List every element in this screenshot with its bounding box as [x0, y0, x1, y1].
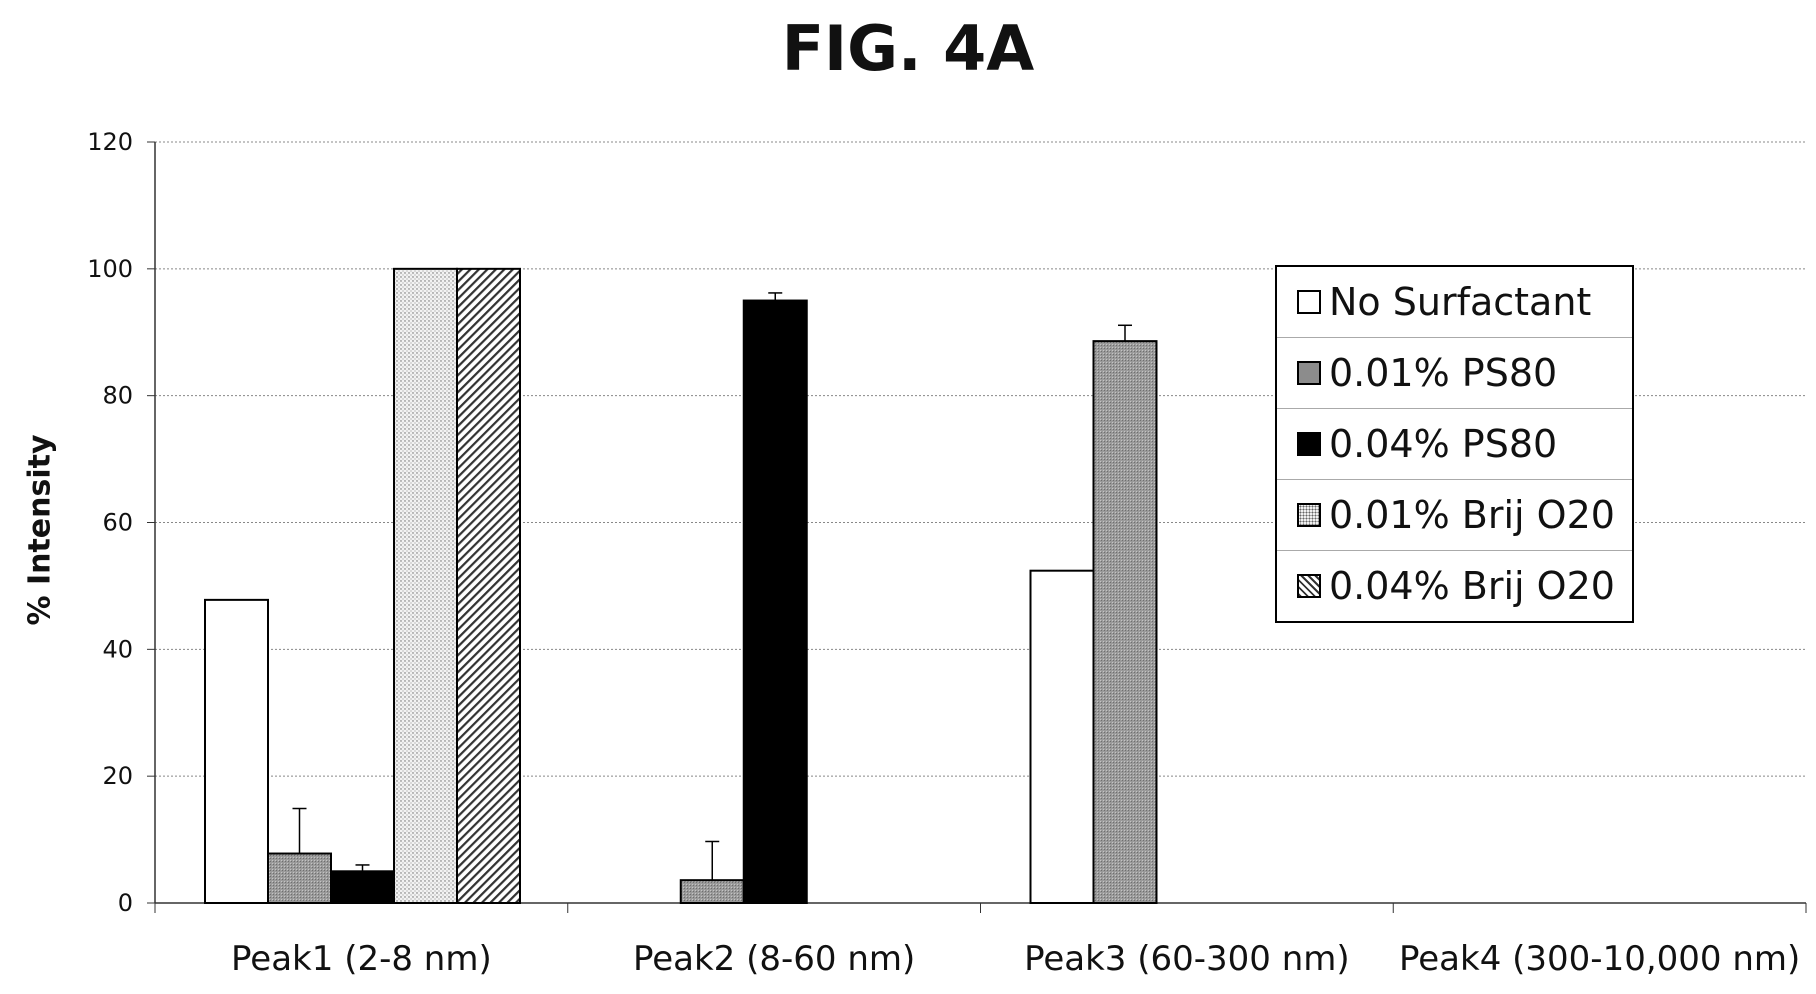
bar-dots	[393, 267, 458, 905]
tick-labels: 0 20 40 60 80 100 120 Peak1 (2-8 nm) Peak2 (8-60…	[87, 128, 1800, 979]
bar-white	[1029, 569, 1095, 904]
y-tick-label: 120	[87, 128, 133, 156]
legend-swatch	[1297, 574, 1321, 598]
legend-item: No Surfactant	[1277, 267, 1632, 338]
y-tick-label: 100	[87, 255, 133, 283]
bar-gray	[267, 852, 332, 904]
legend-swatch	[1297, 503, 1321, 527]
bar-white	[204, 598, 269, 904]
category-label: Peak2 (8-60 nm)	[633, 939, 915, 979]
legend-item: 0.01% PS80	[1277, 338, 1632, 409]
legend-label: 0.04% PS80	[1329, 422, 1558, 466]
bar-black	[330, 870, 395, 905]
bar-black	[742, 299, 808, 904]
legend-label: 0.01% Brij O20	[1329, 493, 1615, 537]
legend-label: No Surfactant	[1329, 280, 1592, 324]
legend-item: 0.04% Brij O20	[1277, 551, 1632, 621]
y-tick-label: 20	[102, 762, 133, 790]
y-tick-label: 80	[102, 382, 133, 410]
bar-gray	[679, 879, 745, 904]
category-label: Peak3 (60-300 nm)	[1024, 939, 1350, 979]
legend-swatch	[1297, 361, 1321, 385]
bar-gray	[1092, 340, 1158, 904]
bars	[204, 267, 1158, 905]
legend-swatch	[1297, 432, 1321, 456]
y-tick-label: 60	[102, 509, 133, 537]
category-label: Peak1 (2-8 nm)	[231, 939, 492, 979]
legend: No Surfactant 0.01% PS80 0.04% PS80 0.01% B…	[1275, 265, 1634, 623]
legend-label: 0.04% Brij O20	[1329, 564, 1615, 608]
y-tick-label: 0	[118, 889, 133, 917]
y-tick-label: 40	[102, 635, 133, 663]
bar-hatch	[456, 267, 521, 905]
legend-item: 0.01% Brij O20	[1277, 480, 1632, 551]
gridlines	[155, 141, 1806, 777]
figure-title: FIG. 4A	[781, 12, 1035, 85]
legend-label: 0.01% PS80	[1329, 351, 1558, 395]
legend-item: 0.04% PS80	[1277, 409, 1632, 480]
category-label: Peak4 (300-10,000 nm)	[1399, 939, 1800, 979]
legend-swatch	[1297, 290, 1321, 314]
